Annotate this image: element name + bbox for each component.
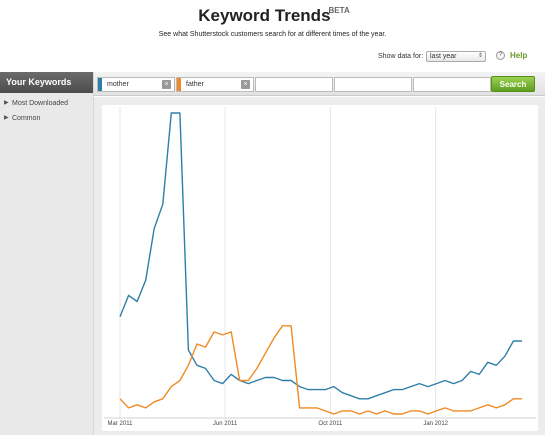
keyword-field-5[interactable] [413,77,491,92]
sidebar: Your Keywords ▶ Most Downloaded ▶ Common [0,72,94,435]
sidebar-item-most-downloaded[interactable]: ▶ Most Downloaded [0,96,93,111]
keyword-field-2[interactable]: father × [176,77,254,92]
x-tick-label: Jan 2012 [423,421,448,427]
keyword-field-3[interactable] [255,77,333,92]
keyword-field-4[interactable] [334,77,412,92]
triangle-right-icon: ▶ [4,100,9,106]
select-arrows-icon: ⇕ [477,53,483,59]
close-icon[interactable]: × [162,80,171,89]
show-data-label: Show data for: [378,53,424,60]
page-title: Keyword Trends [198,6,331,25]
series-line-mother [119,112,522,400]
keyword-value: father [186,81,204,88]
chart-panel: Mar 2011 Jun 2011 Oct 2011 Jan 2012 [102,105,538,431]
chart-area: Mar 2011 Jun 2011 Oct 2011 Jan 2012 [94,97,545,435]
x-tick-label: Oct 2011 [318,421,343,427]
close-icon[interactable]: × [241,80,250,89]
page-header: Keyword TrendsBETA [0,6,545,26]
search-button[interactable]: Search [491,76,535,92]
question-icon[interactable]: ? [496,51,505,60]
period-select[interactable]: last year ⇕ [426,51,486,62]
series-line-father [119,325,522,415]
keyword-field-1[interactable]: mother × [97,77,175,92]
page-subtitle: See what Shutterstock customers search f… [158,31,387,38]
period-select-value: last year [430,53,457,60]
triangle-right-icon: ▶ [4,115,9,121]
help-link[interactable]: Help [510,51,528,60]
beta-badge: BETA [328,6,350,15]
keyword-value: mother [107,81,129,88]
trend-chart: Mar 2011 Jun 2011 Oct 2011 Jan 2012 [104,107,536,427]
sidebar-item-label: Common [12,115,41,122]
x-tick-label: Mar 2011 [108,421,134,427]
sidebar-title: Your Keywords [0,72,93,93]
keyword-color-swatch [177,78,181,91]
keyword-color-swatch [98,78,102,91]
sidebar-item-label: Most Downloaded [12,100,69,107]
x-tick-label: Jun 2011 [213,421,238,427]
sidebar-item-common[interactable]: ▶ Common [0,111,93,126]
keyword-bar: mother × father × Search [94,72,545,96]
